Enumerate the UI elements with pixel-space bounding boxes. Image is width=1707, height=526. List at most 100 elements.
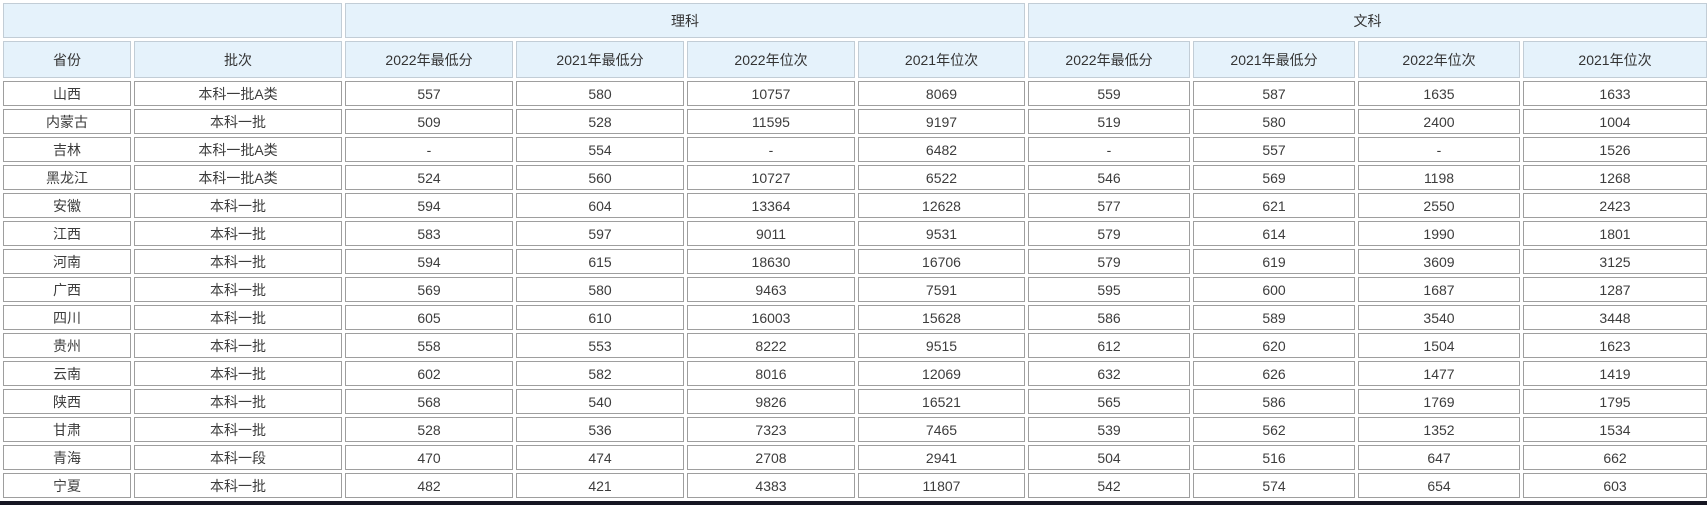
cell-arts-min-2022: 577 <box>1028 193 1190 218</box>
cell-arts-min-2021: 569 <box>1193 165 1355 190</box>
header-province: 省份 <box>3 41 131 78</box>
cell-province: 陕西 <box>3 389 131 414</box>
cell-arts-rank-2021: 1795 <box>1523 389 1707 414</box>
cell-science-min-2021: 580 <box>516 81 684 106</box>
cell-science-min-2021: 604 <box>516 193 684 218</box>
cell-arts-min-2021: 562 <box>1193 417 1355 442</box>
cell-science-rank-2022: 8016 <box>687 361 855 386</box>
cell-province: 河南 <box>3 249 131 274</box>
cell-arts-min-2021: 626 <box>1193 361 1355 386</box>
cell-science-rank-2022: 10757 <box>687 81 855 106</box>
cell-arts-rank-2021: 3125 <box>1523 249 1707 274</box>
cell-science-rank-2022: - <box>687 137 855 162</box>
table-row: 陕西 本科一批 568 540 9826 16521 565 586 1769 … <box>3 389 1707 414</box>
cell-arts-rank-2022: 2400 <box>1358 109 1520 134</box>
cell-arts-rank-2021: 662 <box>1523 445 1707 470</box>
cell-arts-min-2022: 586 <box>1028 305 1190 330</box>
cell-science-rank-2021: 9197 <box>858 109 1025 134</box>
table-row: 贵州 本科一批 558 553 8222 9515 612 620 1504 1… <box>3 333 1707 358</box>
cell-batch: 本科一批 <box>134 109 342 134</box>
cell-arts-rank-2021: 1419 <box>1523 361 1707 386</box>
cell-science-min-2021: 474 <box>516 445 684 470</box>
cell-arts-rank-2021: 603 <box>1523 473 1707 498</box>
table-row: 河南 本科一批 594 615 18630 16706 579 619 3609… <box>3 249 1707 274</box>
cell-arts-min-2021: 621 <box>1193 193 1355 218</box>
cell-science-min-2022: 528 <box>345 417 513 442</box>
cell-science-min-2021: 582 <box>516 361 684 386</box>
cell-arts-min-2021: 620 <box>1193 333 1355 358</box>
cell-arts-rank-2022: 647 <box>1358 445 1520 470</box>
group-header-row: 理科 文科 <box>3 3 1707 38</box>
cell-arts-min-2022: 542 <box>1028 473 1190 498</box>
cell-science-rank-2021: 7465 <box>858 417 1025 442</box>
cell-arts-min-2021: 589 <box>1193 305 1355 330</box>
cell-science-rank-2022: 13364 <box>687 193 855 218</box>
cell-batch: 本科一批A类 <box>134 137 342 162</box>
cell-batch: 本科一批 <box>134 277 342 302</box>
cell-science-rank-2021: 16706 <box>858 249 1025 274</box>
cell-science-min-2022: 594 <box>345 193 513 218</box>
cell-province: 吉林 <box>3 137 131 162</box>
cell-province: 广西 <box>3 277 131 302</box>
cell-arts-rank-2021: 1004 <box>1523 109 1707 134</box>
cell-arts-rank-2022: 1477 <box>1358 361 1520 386</box>
cell-science-min-2022: 558 <box>345 333 513 358</box>
cell-science-min-2021: 615 <box>516 249 684 274</box>
cell-arts-rank-2021: 1534 <box>1523 417 1707 442</box>
cell-arts-min-2021: 516 <box>1193 445 1355 470</box>
cell-science-rank-2022: 11595 <box>687 109 855 134</box>
cell-batch: 本科一批 <box>134 221 342 246</box>
cell-arts-min-2022: 519 <box>1028 109 1190 134</box>
table-row: 甘肃 本科一批 528 536 7323 7465 539 562 1352 1… <box>3 417 1707 442</box>
cell-arts-min-2021: 619 <box>1193 249 1355 274</box>
cell-science-min-2022: 568 <box>345 389 513 414</box>
cell-science-rank-2021: 7591 <box>858 277 1025 302</box>
cell-arts-rank-2022: 3609 <box>1358 249 1520 274</box>
cell-arts-min-2021: 557 <box>1193 137 1355 162</box>
cell-province: 贵州 <box>3 333 131 358</box>
table-bottom-border <box>0 501 1707 505</box>
cell-science-rank-2021: 2941 <box>858 445 1025 470</box>
cell-batch: 本科一批 <box>134 333 342 358</box>
cell-science-rank-2022: 8222 <box>687 333 855 358</box>
cell-batch: 本科一批 <box>134 193 342 218</box>
cell-science-min-2022: 583 <box>345 221 513 246</box>
cell-arts-rank-2022: 3540 <box>1358 305 1520 330</box>
cell-science-rank-2022: 2708 <box>687 445 855 470</box>
cell-arts-min-2022: 595 <box>1028 277 1190 302</box>
table-row: 青海 本科一段 470 474 2708 2941 504 516 647 66… <box>3 445 1707 470</box>
table-row: 黑龙江 本科一批A类 524 560 10727 6522 546 569 11… <box>3 165 1707 190</box>
cell-arts-min-2022: 504 <box>1028 445 1190 470</box>
table-row: 吉林 本科一批A类 - 554 - 6482 - 557 - 1526 <box>3 137 1707 162</box>
cell-arts-rank-2022: 1352 <box>1358 417 1520 442</box>
table-row: 山西 本科一批A类 557 580 10757 8069 559 587 163… <box>3 81 1707 106</box>
cell-science-rank-2021: 11807 <box>858 473 1025 498</box>
cell-science-rank-2021: 8069 <box>858 81 1025 106</box>
cell-science-rank-2022: 18630 <box>687 249 855 274</box>
cell-science-rank-2022: 7323 <box>687 417 855 442</box>
cell-science-rank-2021: 9531 <box>858 221 1025 246</box>
cell-arts-rank-2021: 2423 <box>1523 193 1707 218</box>
cell-arts-rank-2022: 1687 <box>1358 277 1520 302</box>
cell-arts-min-2021: 574 <box>1193 473 1355 498</box>
cell-arts-min-2021: 614 <box>1193 221 1355 246</box>
cell-arts-min-2022: 539 <box>1028 417 1190 442</box>
cell-science-min-2021: 553 <box>516 333 684 358</box>
cell-arts-min-2022: 546 <box>1028 165 1190 190</box>
cell-arts-rank-2021: 1268 <box>1523 165 1707 190</box>
cell-science-rank-2021: 12069 <box>858 361 1025 386</box>
cell-batch: 本科一段 <box>134 445 342 470</box>
cell-province: 云南 <box>3 361 131 386</box>
group-header-empty <box>3 3 342 38</box>
cell-province: 青海 <box>3 445 131 470</box>
cell-science-rank-2022: 10727 <box>687 165 855 190</box>
table-row: 宁夏 本科一批 482 421 4383 11807 542 574 654 6… <box>3 473 1707 498</box>
cell-batch: 本科一批 <box>134 473 342 498</box>
cell-science-min-2022: - <box>345 137 513 162</box>
cell-arts-rank-2022: 1504 <box>1358 333 1520 358</box>
cell-science-rank-2021: 16521 <box>858 389 1025 414</box>
cell-science-min-2022: 569 <box>345 277 513 302</box>
cell-science-rank-2022: 4383 <box>687 473 855 498</box>
cell-science-rank-2021: 15628 <box>858 305 1025 330</box>
